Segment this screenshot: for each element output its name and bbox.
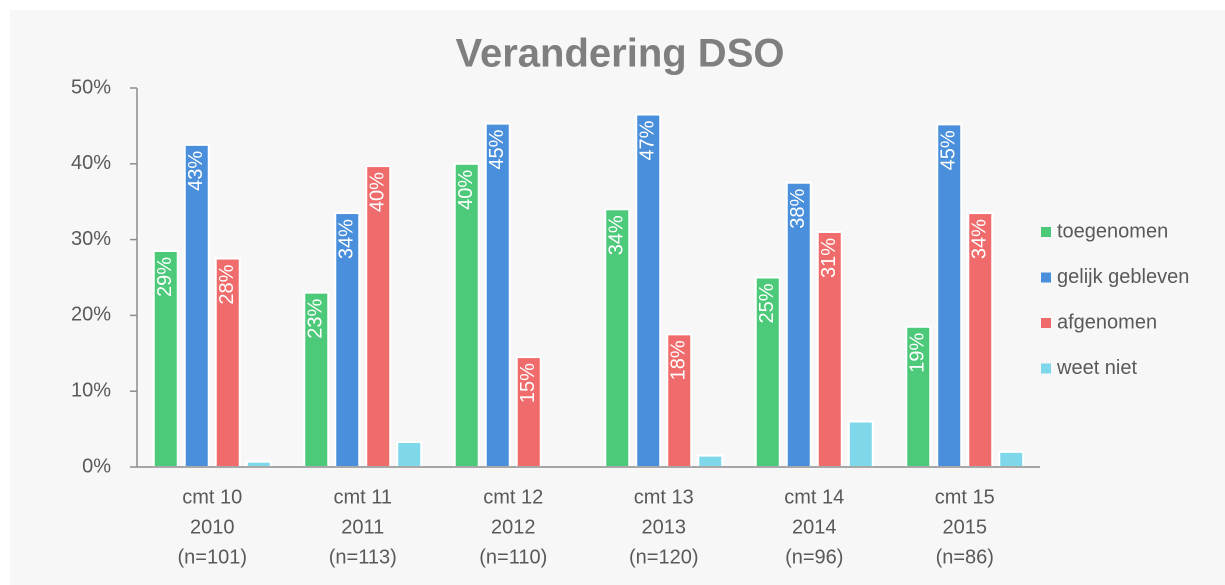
bar — [816, 231, 843, 468]
legend-label: afgenomen — [1057, 311, 1157, 333]
x-tick-label: (n=96) — [785, 546, 843, 568]
bar — [245, 460, 272, 468]
bar — [936, 123, 963, 468]
data-label: 29% — [154, 257, 176, 297]
y-tick-label: 0% — [82, 455, 111, 477]
y-tick-label: 10% — [71, 379, 111, 401]
x-tick-label: 2012 — [491, 516, 536, 538]
chart-title: Verandering DSO — [456, 32, 785, 76]
bar — [365, 165, 392, 468]
bar — [214, 257, 241, 468]
x-tick-label: 2011 — [341, 516, 384, 538]
x-tick-label: (n=113) — [329, 546, 397, 568]
data-label: 18% — [668, 340, 690, 380]
bar — [847, 420, 874, 468]
bar — [666, 333, 693, 468]
data-label: 25% — [756, 283, 778, 323]
x-tick-label: cmt 13 — [634, 486, 694, 508]
y-tick-label: 50% — [71, 76, 111, 98]
x-tick-label: cmt 12 — [483, 486, 543, 508]
data-label: 28% — [216, 264, 238, 304]
x-tick-label: (n=110) — [479, 546, 547, 568]
x-tick-label: 2013 — [642, 516, 687, 538]
data-label: 40% — [367, 172, 389, 212]
data-label: 47% — [637, 120, 659, 160]
x-tick-label: (n=120) — [629, 546, 699, 568]
x-tick-label: cmt 10 — [182, 486, 242, 508]
legend-label: gelijk gebleven — [1057, 266, 1189, 288]
data-label: 34% — [606, 215, 628, 255]
data-label: 43% — [185, 151, 207, 191]
bar — [484, 122, 511, 468]
bar — [967, 212, 994, 468]
x-tick-label: cmt 11 — [333, 486, 392, 508]
bar — [183, 143, 210, 468]
legend-swatch — [1041, 363, 1051, 374]
y-tick-label: 20% — [71, 304, 111, 326]
bar — [515, 356, 542, 468]
bar — [697, 454, 724, 469]
bar — [334, 212, 361, 468]
data-label: 34% — [336, 219, 358, 259]
bar — [998, 450, 1025, 468]
data-label: 40% — [455, 170, 477, 210]
legend-swatch — [1041, 227, 1051, 237]
data-label: 31% — [818, 238, 840, 278]
legend-swatch — [1041, 272, 1051, 283]
x-tick-label: 2010 — [190, 516, 235, 538]
data-label: 38% — [787, 189, 809, 229]
y-tick-label: 40% — [71, 152, 111, 174]
bar — [152, 249, 179, 468]
legend-swatch — [1041, 318, 1051, 328]
x-tick-label: 2015 — [943, 516, 988, 538]
data-label: 45% — [486, 129, 508, 169]
data-label: 15% — [517, 363, 539, 403]
bar — [396, 440, 423, 468]
legend-label: toegenomen — [1057, 220, 1168, 242]
data-label: 19% — [907, 333, 929, 373]
x-tick-label: cmt 14 — [784, 486, 844, 508]
x-tick-label: 2014 — [792, 516, 837, 538]
x-tick-label: (n=86) — [936, 546, 994, 568]
data-label: 45% — [938, 130, 960, 170]
y-tick-label: 30% — [71, 228, 111, 250]
x-tick-label: cmt 15 — [935, 486, 995, 508]
data-label: 34% — [969, 219, 991, 259]
bar — [635, 113, 662, 468]
bar — [453, 162, 480, 469]
x-tick-label: (n=101) — [178, 546, 248, 568]
legend-label: weet niet — [1056, 357, 1137, 379]
bar — [754, 276, 781, 468]
data-label: 23% — [305, 298, 327, 338]
